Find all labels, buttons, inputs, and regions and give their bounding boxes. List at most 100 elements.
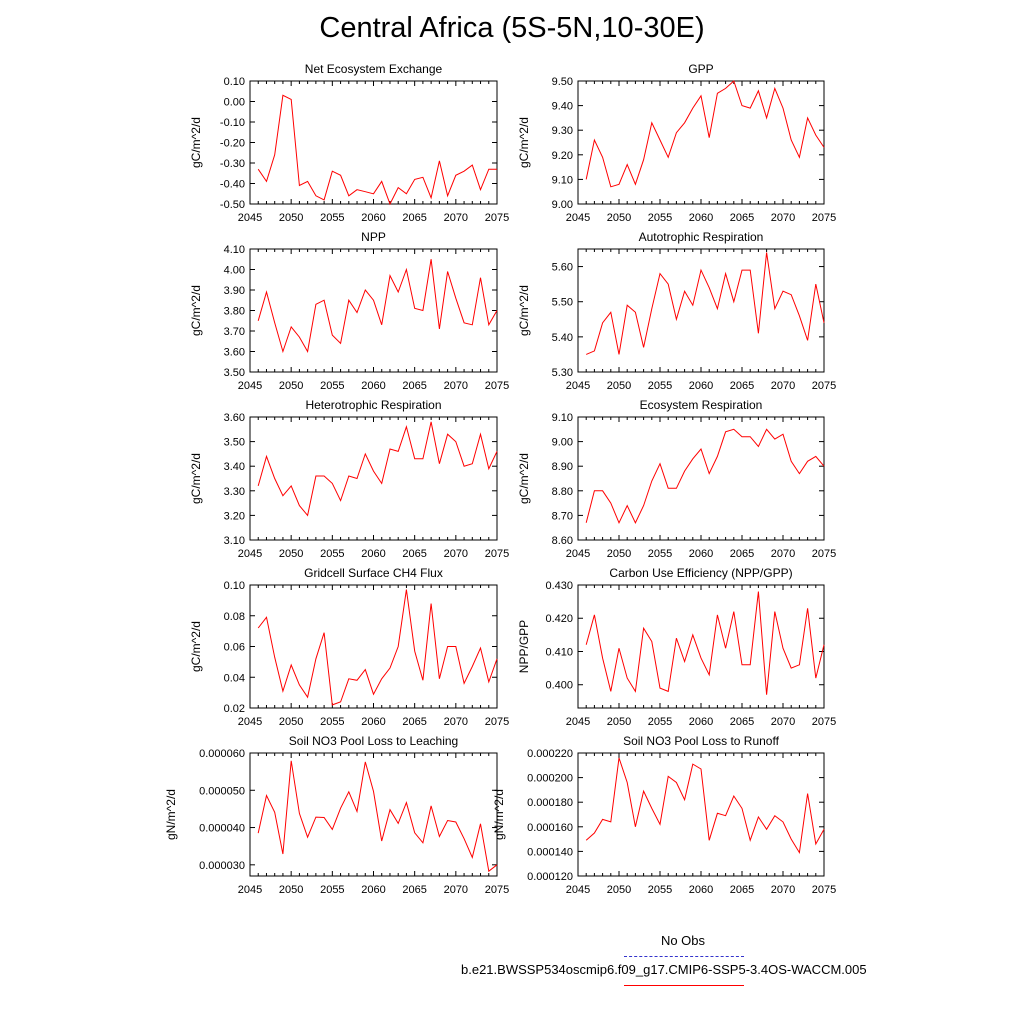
x-tick-label: 2075 — [485, 716, 509, 728]
y-tick-label: 0.04 — [224, 672, 245, 684]
y-tick-label: 3.60 — [224, 412, 245, 424]
legend-obs-line — [624, 956, 744, 957]
y-tick-label: 9.30 — [552, 125, 573, 137]
x-tick-label: 2075 — [812, 380, 836, 392]
chart-panel-1: 2045 2050 2055 2060 2065 2070 2075 -0.50 -0.40 -0… — [189, 62, 509, 224]
x-tick-label: 2070 — [771, 716, 795, 728]
x-tick-label: 2065 — [402, 380, 426, 392]
x-tick-label: 2050 — [279, 548, 303, 560]
y-tick-label: 4.00 — [224, 265, 245, 277]
series-line — [586, 252, 825, 355]
x-tick-label: 2075 — [812, 716, 836, 728]
x-tick-label: 2075 — [812, 548, 836, 560]
x-tick-label: 2050 — [279, 380, 303, 392]
y-tick-label: 9.50 — [552, 76, 573, 88]
y-tick-label: 3.80 — [224, 306, 245, 318]
x-tick-label: 2060 — [361, 884, 385, 896]
y-axis-label: gC/m^2/d — [189, 285, 203, 336]
x-tick-label: 2055 — [648, 548, 672, 560]
x-tick-label: 2065 — [730, 884, 754, 896]
y-tick-label: -0.10 — [220, 117, 245, 129]
y-tick-label: 9.40 — [552, 101, 573, 113]
x-tick-label: 2060 — [361, 548, 385, 560]
x-tick-label: 2060 — [689, 884, 713, 896]
panel-title: Soil NO3 Pool Loss to Leaching — [289, 734, 458, 748]
x-tick-label: 2045 — [566, 380, 590, 392]
x-tick-label: 2070 — [444, 884, 468, 896]
plot-frame — [577, 248, 825, 373]
plot-frame — [249, 752, 498, 877]
y-tick-label: 8.80 — [552, 486, 573, 498]
y-axis-label: gC/m^2/d — [189, 117, 203, 168]
y-tick-label: -0.20 — [220, 138, 245, 150]
chart-panel-3: 2045 2050 2055 2060 2065 2070 2075 3.50 3.60 3.70… — [189, 230, 509, 392]
chart-panel-10: 2045 2050 2055 2060 2065 2070 2075 0.000120 0.00… — [492, 734, 836, 896]
y-tick-label: 0.000030 — [199, 860, 245, 872]
y-tick-label: 3.60 — [224, 347, 245, 359]
y-tick-label: 9.00 — [552, 437, 573, 449]
x-tick-label: 2050 — [607, 380, 631, 392]
x-tick-label: 2075 — [485, 212, 509, 224]
series-line — [257, 94, 497, 206]
y-tick-label: 0.08 — [224, 611, 245, 623]
x-tick-label: 2075 — [812, 884, 836, 896]
y-tick-label: 0.00 — [224, 97, 245, 109]
x-tick-label: 2050 — [279, 884, 303, 896]
y-tick-label: 3.10 — [224, 535, 245, 547]
x-tick-label: 2070 — [771, 212, 795, 224]
x-tick-label: 2070 — [444, 548, 468, 560]
x-tick-label: 2045 — [238, 884, 262, 896]
y-tick-label: -0.40 — [220, 179, 245, 191]
series-line — [585, 80, 825, 188]
panel-title: Gridcell Surface CH4 Flux — [304, 566, 443, 580]
x-tick-label: 2070 — [771, 884, 795, 896]
y-tick-label: -0.30 — [220, 158, 245, 170]
plot-frame — [577, 584, 825, 709]
x-tick-label: 2075 — [485, 548, 509, 560]
x-tick-label: 2055 — [648, 380, 672, 392]
x-tick-label: 2045 — [238, 380, 262, 392]
y-axis-label: gC/m^2/d — [189, 453, 203, 504]
panel-title: Soil NO3 Pool Loss to Runoff — [623, 734, 780, 748]
legend-model-label: b.e21.BWSSP534oscmip6.f09_g17.CMIP6-SSP5… — [461, 962, 867, 977]
y-tick-label: 0.000040 — [199, 823, 245, 835]
y-tick-label: 8.90 — [552, 461, 573, 473]
x-tick-label: 2050 — [607, 716, 631, 728]
y-tick-label: 9.10 — [552, 174, 573, 186]
x-tick-label: 2065 — [402, 884, 426, 896]
x-tick-label: 2060 — [361, 212, 385, 224]
y-tick-label: 3.70 — [224, 326, 245, 338]
x-tick-label: 2070 — [771, 380, 795, 392]
chart-panel-8: 2045 2050 2055 2060 2065 2070 2075 0.400 0.410 0.… — [517, 566, 836, 728]
panel-title: Carbon Use Efficiency (NPP/GPP) — [609, 566, 792, 580]
series-line — [257, 421, 498, 517]
x-tick-label: 2045 — [566, 716, 590, 728]
x-tick-label: 2045 — [566, 212, 590, 224]
chart-panel-5: 2045 2050 2055 2060 2065 2070 2075 3.10 3.20 3.30… — [189, 398, 509, 560]
legend-model-line — [624, 985, 744, 986]
plot-frame — [249, 416, 498, 541]
y-tick-label: 3.30 — [224, 486, 245, 498]
x-tick-label: 2055 — [648, 716, 672, 728]
chart-panel-4: 2045 2050 2055 2060 2065 2070 2075 5.30 5.40 5.50… — [517, 230, 836, 392]
x-tick-label: 2050 — [607, 884, 631, 896]
x-tick-label: 2075 — [485, 884, 509, 896]
panel-title: Autotrophic Respiration — [639, 230, 764, 244]
panel-title: GPP — [688, 62, 713, 76]
y-axis-label: gC/m^2/d — [189, 621, 203, 672]
y-tick-label: 3.40 — [224, 461, 245, 473]
y-tick-label: 5.40 — [552, 332, 573, 344]
y-tick-label: 0.000140 — [527, 846, 573, 858]
x-tick-label: 2065 — [730, 716, 754, 728]
x-tick-label: 2060 — [689, 212, 713, 224]
y-tick-label: 3.90 — [224, 285, 245, 297]
y-tick-label: 9.00 — [552, 199, 573, 211]
y-axis-label: gC/m^2/d — [517, 285, 531, 336]
y-axis-label: NPP/GPP — [517, 620, 531, 673]
x-tick-label: 2055 — [320, 212, 344, 224]
y-tick-label: 9.10 — [552, 412, 573, 424]
series-line — [585, 591, 825, 695]
y-tick-label: 0.000180 — [527, 797, 573, 809]
x-tick-label: 2075 — [485, 380, 509, 392]
